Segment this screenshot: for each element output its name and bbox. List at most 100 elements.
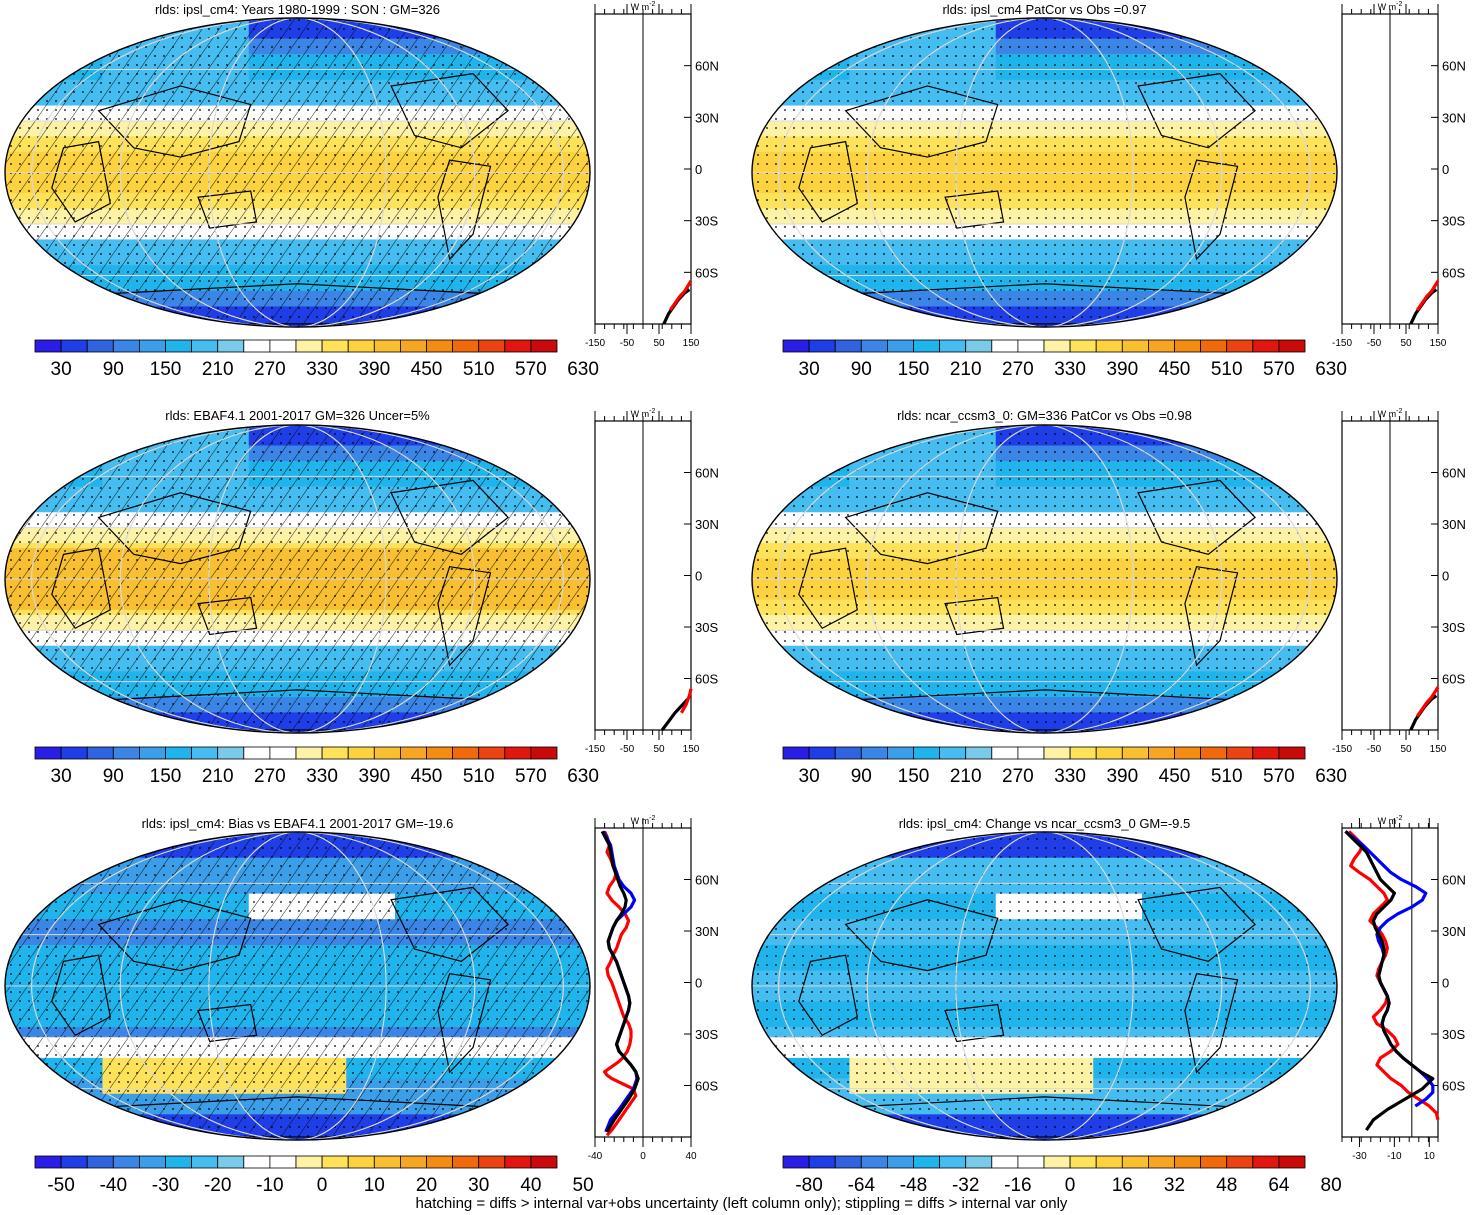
colorbar-swatch <box>138 339 166 353</box>
colorbar-swatch <box>530 746 558 760</box>
profile-series-line <box>1409 288 1438 325</box>
footer-note: hatching = diffs > internal var+obs unce… <box>415 1195 1068 1212</box>
colorbar-swatch <box>269 339 297 353</box>
colorbar-swatch <box>834 339 862 353</box>
profile-units-exponent: -2 <box>1396 815 1402 822</box>
panel-title: rlds: ncar_ccsm3_0: GM=336 PatCor vs Obs… <box>897 408 1192 423</box>
colorbar-swatch <box>965 1155 993 1169</box>
profile-x-tick-label: -150 <box>585 744 605 755</box>
colorbar-label: 510 <box>1211 359 1243 380</box>
panel-title: rlds: ipsl_cm4: Bias vs EBAF4.1 2001-201… <box>142 816 454 831</box>
colorbar-swatch <box>217 1155 245 1169</box>
profile-y-tick-label: 30N <box>695 517 719 532</box>
map-field <box>5 18 590 327</box>
colorbar-label: 30 <box>799 766 820 787</box>
profile-y-tick-label: 60S <box>695 265 718 280</box>
colorbar-label: 30 <box>799 359 820 380</box>
colorbar-swatch <box>1043 1155 1071 1169</box>
colorbar-swatch <box>86 339 114 353</box>
colorbar-swatch <box>991 1155 1019 1169</box>
colorbar-swatch <box>269 746 297 760</box>
colorbar-swatch <box>1043 339 1071 353</box>
profile-units: W m-2 <box>631 408 656 419</box>
profile-units: W m-2 <box>631 815 656 826</box>
profile-frame <box>1341 827 1439 1138</box>
colorbar-swatch <box>34 746 62 760</box>
map-field <box>752 832 1337 1140</box>
colorbar-swatch <box>1200 746 1228 760</box>
colorbar-swatch <box>295 746 323 760</box>
colorbar-label: 30 <box>51 359 72 380</box>
profile-series-line <box>1409 694 1438 731</box>
colorbar-swatch <box>191 339 219 353</box>
colorbar-swatch <box>478 1155 506 1169</box>
profile-y-tick-label: 30S <box>695 1027 718 1042</box>
colorbar-swatch <box>60 339 88 353</box>
profile-y-tick-label: 60N <box>695 873 719 888</box>
colorbar-swatch <box>112 746 140 760</box>
profile-y-tick-label: 60N <box>1442 59 1466 74</box>
colorbar-swatch <box>860 746 888 760</box>
colorbar-swatch <box>1095 1155 1123 1169</box>
map-border <box>751 17 1338 328</box>
colorbar-swatch <box>504 746 532 760</box>
colorbar-label: 48 <box>1216 1175 1237 1196</box>
colorbar-swatch <box>373 746 401 760</box>
colorbar-swatch <box>191 1155 219 1169</box>
panel-5: rlds: ipsl_cm4: Bias vs EBAF4.1 2001-201… <box>4 815 719 1196</box>
colorbar-swatch <box>1200 339 1228 353</box>
colorbar-label: 630 <box>567 359 599 380</box>
colorbar-label: 270 <box>1002 766 1034 787</box>
colorbar-swatch <box>1174 746 1202 760</box>
profile-x-tick-label: 50 <box>653 338 665 349</box>
colorbar-label: -20 <box>204 1175 231 1196</box>
colorbar-swatch <box>530 1155 558 1169</box>
profile-y-tick-label: 30S <box>695 620 718 635</box>
colorbar-label: 90 <box>851 766 872 787</box>
profile-y-tick-label: 60N <box>1442 873 1466 888</box>
profile-units: W m-2 <box>1378 1 1403 12</box>
colorbar-label: 390 <box>1106 359 1138 380</box>
colorbar-label: -50 <box>47 1175 74 1196</box>
colorbar-swatch <box>782 1155 810 1169</box>
colorbar-swatch <box>399 339 427 353</box>
map-border <box>751 831 1338 1141</box>
colorbar-label: 210 <box>950 766 982 787</box>
colorbar-swatch <box>1278 339 1306 353</box>
colorbar-swatch <box>1252 339 1280 353</box>
profile-series-line <box>1347 830 1440 1121</box>
panel-title: rlds: EBAF4.1 2001-2017 GM=326 Uncer=5% <box>165 408 430 423</box>
colorbar-swatch <box>834 1155 862 1169</box>
profile-x-tick-label: 40 <box>685 1151 697 1162</box>
profile-y-tick-label: 0 <box>695 976 702 991</box>
profile-y-tick-label: 0 <box>1442 976 1449 991</box>
colorbar-swatch <box>834 746 862 760</box>
colorbar-label: 150 <box>898 766 930 787</box>
colorbar-swatch <box>808 339 836 353</box>
profile-y-tick-label: 60N <box>1442 466 1466 481</box>
colorbar-label: -30 <box>152 1175 179 1196</box>
colorbar-label: 20 <box>416 1175 437 1196</box>
colorbar-label: 30 <box>51 766 72 787</box>
colorbar-swatch <box>887 339 914 353</box>
colorbar-label: 0 <box>1065 1175 1076 1196</box>
colorbar-swatch <box>373 339 401 353</box>
colorbar-label: -48 <box>900 1175 927 1196</box>
colorbar-label: 330 <box>1054 359 1086 380</box>
colorbar-label: 16 <box>1112 1175 1133 1196</box>
profile-units-exponent: -2 <box>649 408 655 415</box>
profile-units-exponent: -2 <box>1396 408 1402 415</box>
colorbar-label: 570 <box>515 359 547 380</box>
colorbar-swatch <box>1278 746 1306 760</box>
colorbar-label: -16 <box>1004 1175 1031 1196</box>
colorbar-label: -80 <box>795 1175 822 1196</box>
colorbar-label: 210 <box>950 359 982 380</box>
colorbar-swatch <box>504 339 532 353</box>
profile-x-tick-label: 10 <box>1424 1151 1436 1162</box>
colorbar-swatch <box>1069 1155 1097 1169</box>
colorbar-label: 150 <box>898 359 930 380</box>
profile-series-line <box>600 830 640 1133</box>
map-field <box>752 425 1337 733</box>
colorbar-swatch <box>478 746 506 760</box>
profile-x-tick-label: 50 <box>1400 338 1412 349</box>
